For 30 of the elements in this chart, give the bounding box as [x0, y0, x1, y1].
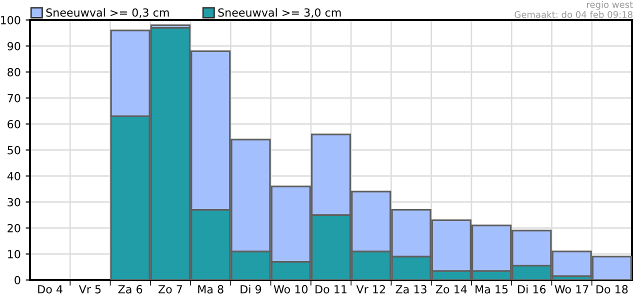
- text: Gemaakt: do 04 feb 09:18: [514, 11, 632, 18]
- y-tick-label: 0: [14, 276, 20, 284]
- x-tick-label: Ma 8: [198, 285, 224, 294]
- x-tick-label: Za 13: [396, 285, 426, 294]
- y-tick-label: 90: [8, 42, 20, 50]
- y-tick-label: 20: [8, 224, 20, 232]
- x-tick-label: Ma 15: [476, 285, 508, 294]
- x-tick-label: Do 4: [38, 285, 62, 294]
- x-tick-label: Wo 17: [554, 285, 588, 294]
- y-tick-label: 30: [8, 198, 20, 206]
- x-tick-label: Do 18: [596, 285, 628, 294]
- x-tick-label: Wo 10: [274, 285, 308, 294]
- y-tick-label: 100: [0, 16, 20, 24]
- legend-label: Sneeuwval >= 0,3 cm: [46, 8, 169, 18]
- text: regio west: [587, 1, 633, 10]
- y-tick-label: 60: [8, 120, 20, 128]
- x-tick-label: Vr 5: [78, 285, 101, 294]
- x-tick-label: Zo 14: [436, 285, 467, 294]
- x-tick-label: Di 9: [240, 284, 262, 294]
- x-tick-label: Zo 7: [158, 285, 182, 294]
- x-tick-label: Di 16: [518, 284, 546, 294]
- y-tick-label: 70: [8, 94, 20, 102]
- y-tick-label: 50: [8, 146, 20, 154]
- y-tick-label: 40: [7, 172, 20, 180]
- x-tick-label: Za 6: [118, 285, 142, 294]
- y-tick-label: 10: [8, 250, 20, 258]
- legend-label: Sneeuwval >= 3,0 cm: [218, 8, 341, 18]
- x-tick-label: Vr 12: [356, 285, 385, 294]
- x-tick-label: Do 11: [316, 285, 346, 294]
- y-tick-label: 80: [8, 68, 20, 76]
